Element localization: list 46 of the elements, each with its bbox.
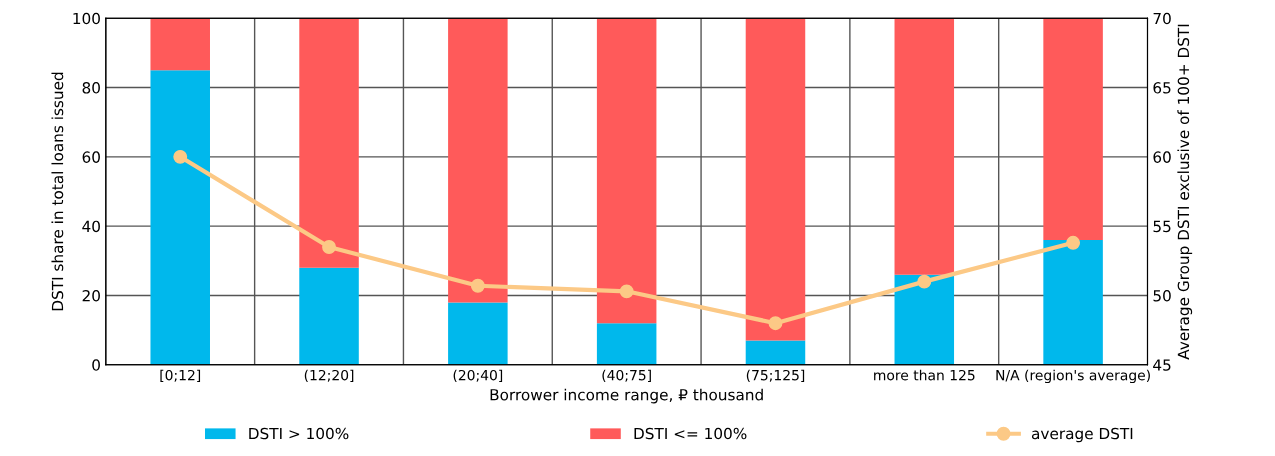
y2-axis-title: Average Group DSTI exclusive of 100+ DSTI [1177,24,1193,360]
bar [299,18,359,268]
bar [596,323,657,365]
x-tick-label: more than 125 [874,369,975,381]
y2-tick-label: 50 [1153,289,1171,302]
point [173,149,188,164]
legend-label: average DSTI [1031,427,1133,443]
x-tick-label: [0;12] [160,369,201,383]
legend-label: DSTI <= 100% [634,427,747,440]
bar [1043,18,1103,241]
bar [745,340,806,365]
bar [448,18,508,303]
bar [448,302,508,365]
y-tick-label: 40 [82,220,100,233]
y-tick-label: 60 [82,151,100,163]
bar [894,274,955,365]
bar [150,18,210,71]
bar [596,18,657,324]
point [322,240,336,254]
bar [150,70,210,365]
x-tick-label: (12;20] [304,369,354,383]
x-tick-label: (40;75] [602,369,651,383]
x-axis-title: Borrower income range, ₽ thousand [490,388,763,404]
y-tick-label: 80 [82,82,100,94]
bar [299,267,359,365]
point [619,284,634,299]
point [768,316,783,331]
y2-tick-label: 45 [1153,359,1171,371]
y-tick-label: 100 [73,12,100,25]
x-tick-label: (20;40] [453,369,503,383]
y-tick-label: 20 [82,289,100,302]
y2-tick-label: 70 [1153,12,1171,25]
y2-tick-label: 60 [1153,151,1171,163]
y-axis-title: DSTI share in total loans issued [51,72,64,311]
y-tick-label: 0 [92,359,100,371]
y2-tick-label: 55 [1153,220,1171,233]
point [470,278,485,293]
point [917,274,932,289]
legend-label: DSTI > 100% [249,427,349,440]
bar [745,18,806,341]
x-tick-label: N/A (region's average) [996,369,1150,384]
bar [894,18,955,275]
y2-tick-label: 65 [1153,82,1171,94]
x-tick-label: (75;125] [746,369,805,383]
bar [1043,240,1103,365]
point [1066,235,1081,250]
